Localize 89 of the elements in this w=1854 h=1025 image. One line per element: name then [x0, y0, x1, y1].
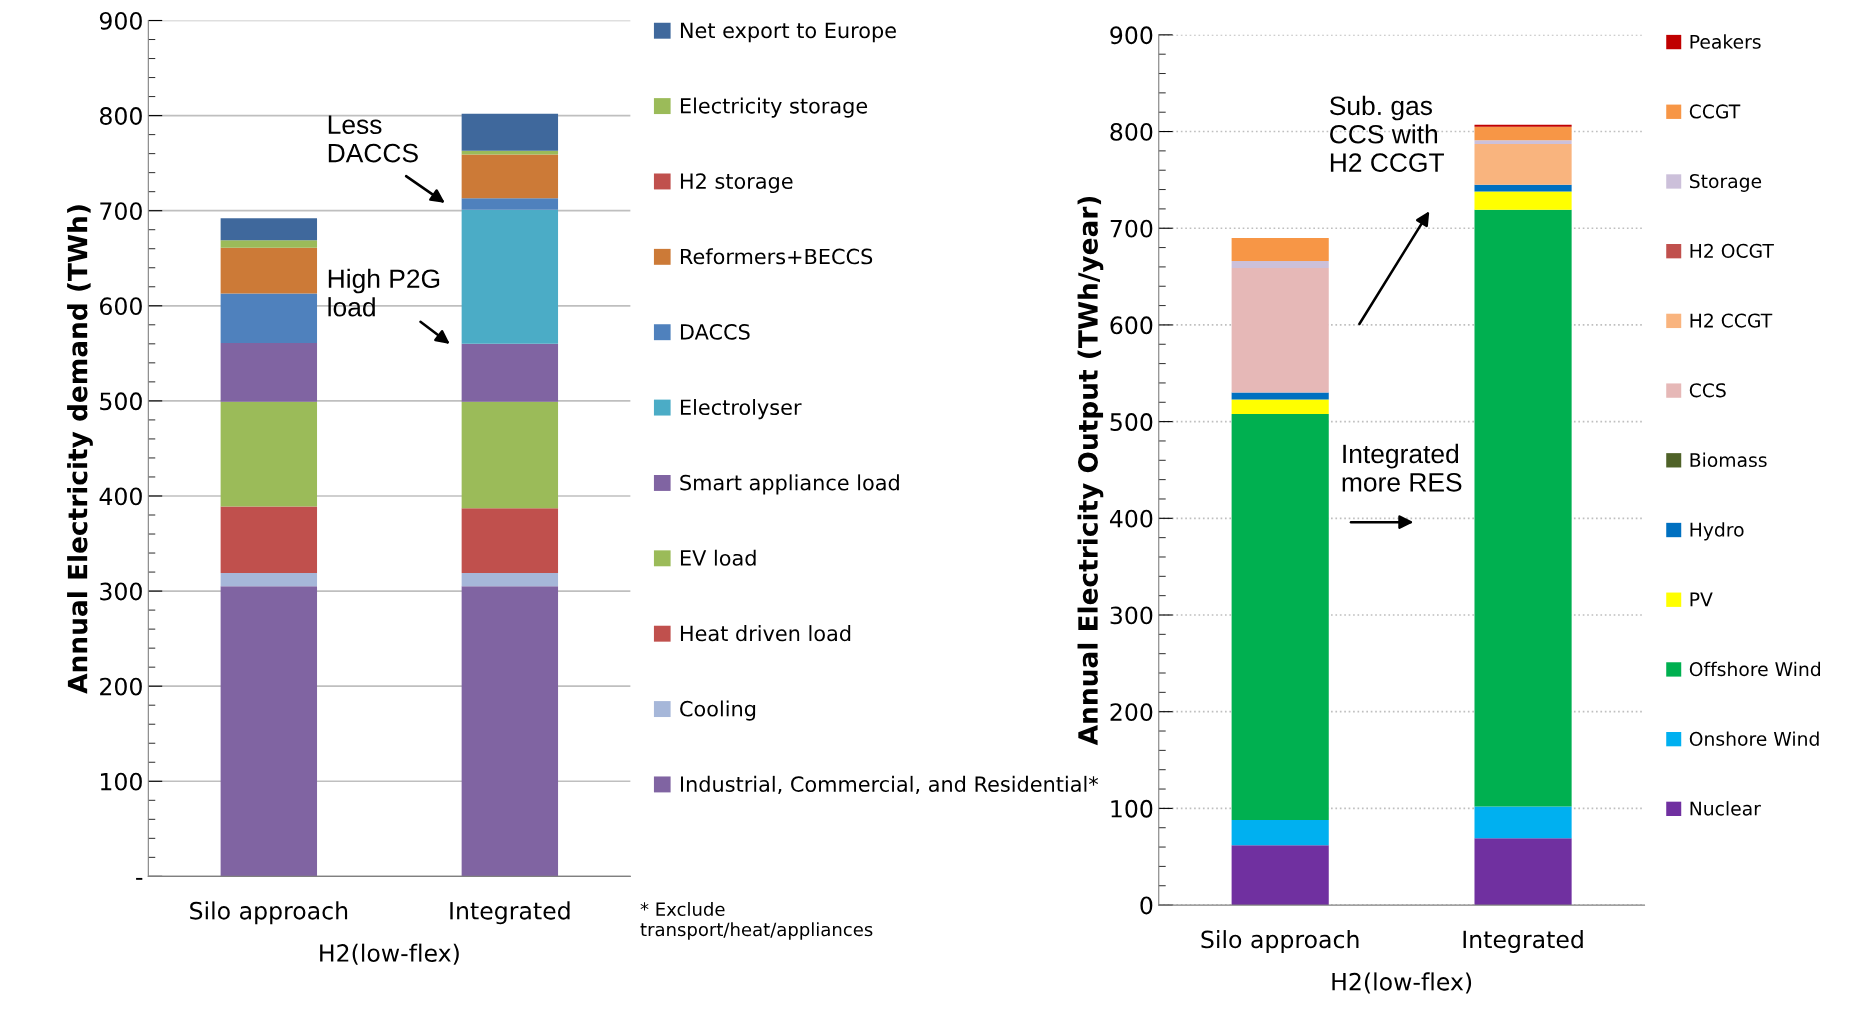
- y-tick-label: 0: [1140, 896, 1153, 915]
- bar: [1231, 261, 1329, 268]
- bar: [1474, 191, 1572, 210]
- annotation: Integrated more RES: [1342, 443, 1462, 492]
- bar: [1231, 819, 1329, 846]
- bar: [461, 586, 559, 877]
- legend-label: Industrial, Commercial, and Residential*: [680, 775, 1099, 795]
- x-axis-title: H2(low-flex): [1332, 972, 1472, 994]
- text: * Exclude transport/heat/appliances: [640, 902, 873, 940]
- bar: [220, 573, 318, 587]
- y-tick-label: 100: [100, 772, 142, 791]
- bar: [1474, 126, 1572, 141]
- bar: [1231, 267, 1329, 393]
- legend-label: Net export to Europe: [680, 22, 896, 43]
- legend-label: Electricity storage: [680, 97, 868, 118]
- legend-label: H2 CCGT: [1690, 313, 1773, 328]
- y-tick-label: 100: [1111, 799, 1153, 818]
- legend-label: Storage: [1689, 174, 1762, 192]
- bar: [1474, 140, 1572, 145]
- legend-label: Electrolyser: [680, 398, 802, 420]
- y-tick-label: 600: [100, 297, 142, 316]
- bar: [220, 342, 318, 402]
- legend-label: H2 OCGT: [1690, 243, 1774, 258]
- annotation: High P2G load: [328, 268, 440, 317]
- x-tick-label: Silo approach: [1201, 930, 1359, 953]
- y-tick-label: 300: [1110, 606, 1153, 625]
- x-tick-label: Integrated: [450, 901, 570, 925]
- bar: [1231, 845, 1329, 906]
- y-tick-label: 500: [100, 392, 142, 411]
- annotation: Less DACCS: [328, 115, 418, 163]
- legend-label: Cooling: [680, 700, 756, 721]
- y-tick-label: 900: [1110, 26, 1153, 45]
- annotation: Sub. gas CCS with H2 CCGT: [1329, 95, 1444, 172]
- x-axis-title: H2(low-flex): [320, 943, 459, 965]
- bar: [220, 240, 318, 248]
- legend-label: Onshore Wind: [1689, 731, 1819, 746]
- bar: [220, 506, 318, 574]
- bar: [1474, 209, 1572, 807]
- bar: [1231, 237, 1329, 262]
- bar: [461, 209, 559, 344]
- x-tick-label: Silo approach: [190, 901, 348, 925]
- legend-label: Reformers+BECCS: [680, 248, 873, 265]
- legend-label: H2 storage: [680, 173, 793, 194]
- y-tick-label: 800: [99, 107, 142, 125]
- y-tick-label: 600: [1110, 316, 1153, 335]
- y-axis-title: Annual Electricity Output (TWh/year): [1077, 196, 1104, 746]
- bar: [1474, 144, 1572, 185]
- legend-label: Nuclear: [1690, 801, 1761, 816]
- bar: [461, 508, 559, 574]
- bar: [461, 343, 559, 402]
- legend-label: CCGT: [1689, 104, 1741, 119]
- y-tick-label: 400: [99, 487, 142, 506]
- bar: [220, 293, 318, 343]
- bar: [1231, 413, 1329, 820]
- bar: [1474, 838, 1572, 906]
- y-tick-label: 200: [1110, 703, 1153, 721]
- x-tick-label: Integrated: [1463, 930, 1583, 953]
- bar: [461, 198, 559, 210]
- legend-label: DACCS: [680, 323, 750, 340]
- legend-label: EV load: [680, 549, 756, 566]
- bar: [220, 401, 318, 507]
- bar: [461, 150, 559, 155]
- bar: [1474, 806, 1572, 839]
- bar: [220, 586, 318, 877]
- bar: [461, 154, 559, 199]
- legend-label: PV: [1690, 592, 1713, 607]
- bar: [220, 247, 318, 294]
- y-axis-title: Annual Electricity demand (TWh): [67, 205, 93, 694]
- y-tick-label: 200: [100, 677, 142, 696]
- y-tick-label: 700: [100, 202, 142, 220]
- y-tick-label: 500: [1110, 413, 1153, 431]
- legend-label: Hydro: [1690, 522, 1744, 541]
- y-tick-label: 400: [1109, 509, 1153, 528]
- legend-label: Offshore Wind: [1689, 661, 1821, 677]
- legend-label: Peakers: [1690, 34, 1761, 49]
- y-tick-label: -: [136, 877, 143, 880]
- y-tick-label: 800: [1110, 122, 1153, 141]
- legend-label: Biomass: [1690, 452, 1767, 468]
- bar: [1231, 399, 1329, 414]
- y-tick-label: 300: [100, 582, 142, 601]
- bar: [461, 401, 559, 509]
- bar: [220, 218, 318, 241]
- bar: [461, 113, 559, 151]
- y-tick-label: 900: [99, 11, 142, 30]
- legend-label: Smart appliance load: [680, 474, 899, 495]
- legend-label: Heat driven load: [680, 625, 851, 642]
- y-tick-label: 700: [1110, 219, 1153, 238]
- bar: [461, 573, 559, 587]
- legend-label: CCS: [1689, 383, 1726, 398]
